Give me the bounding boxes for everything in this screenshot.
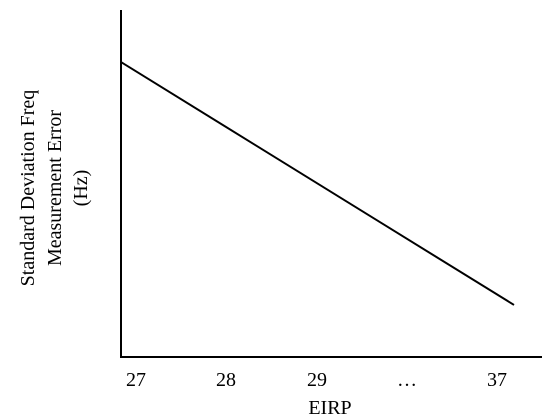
x-tick-label: … <box>397 369 417 391</box>
x-tick-label: 29 <box>307 369 327 391</box>
y-axis-title-line: Standard Deviation Freq <box>17 90 39 287</box>
y-axis-title-line: (Hz) <box>70 170 92 207</box>
x-tick-labels: 27 28 29 … 37 <box>126 369 507 391</box>
y-axis-title-line: Measurement Error <box>44 110 66 266</box>
series-line-group <box>120 61 515 306</box>
x-tick-label: 27 <box>126 369 146 391</box>
x-tick-label: 28 <box>216 369 236 391</box>
x-tick-label: 37 <box>487 369 507 391</box>
x-axis-title: EIRP <box>308 397 351 419</box>
series-line <box>120 61 515 306</box>
y-axis-title: Standard Deviation Freq Measurement Erro… <box>17 90 92 287</box>
